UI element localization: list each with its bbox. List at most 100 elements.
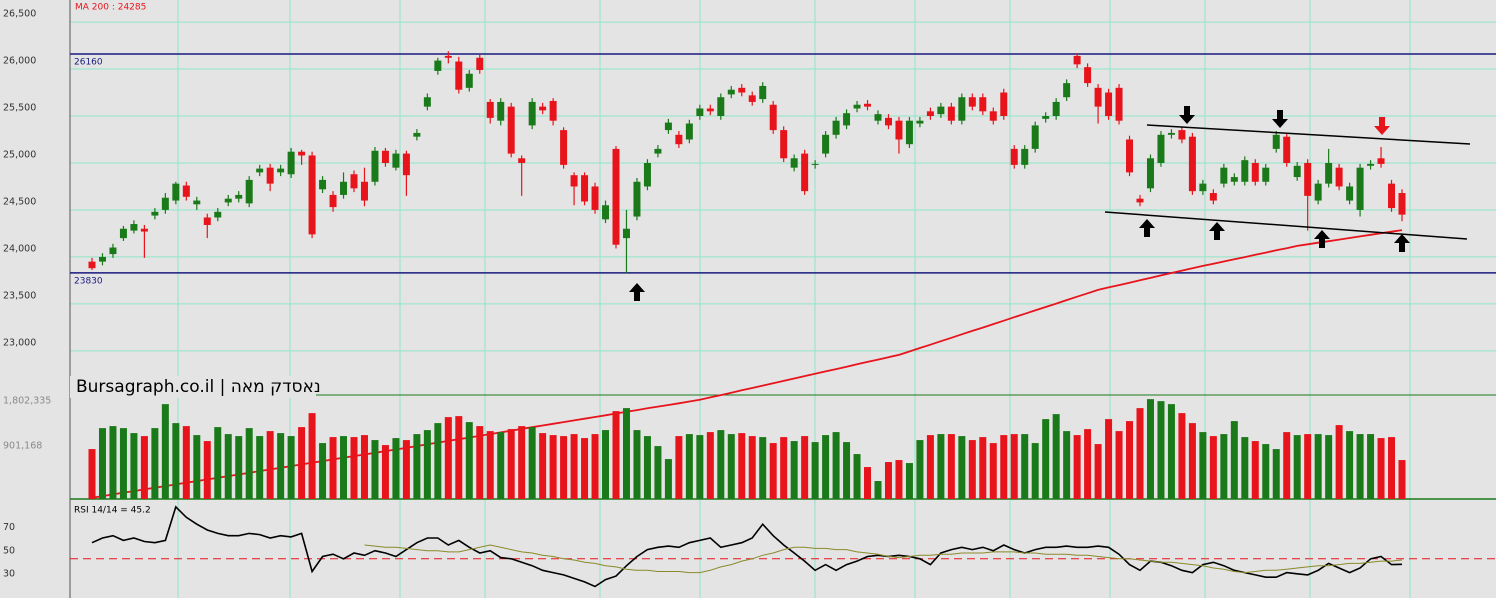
- candle-body: [1398, 193, 1406, 215]
- arrow: [1209, 222, 1225, 240]
- volume-bar: [602, 430, 610, 499]
- volume-bar: [140, 436, 148, 499]
- candle-body: [1063, 83, 1071, 98]
- volume-bar: [486, 431, 494, 499]
- volume-bar: [581, 438, 589, 499]
- volume-bar: [371, 440, 379, 499]
- volume-bar: [706, 432, 714, 499]
- y-tick-label: 24,500: [3, 196, 36, 207]
- candle-body: [402, 153, 410, 176]
- volume-bar: [738, 433, 746, 499]
- candle-body: [1136, 198, 1144, 203]
- trend-line: [1104, 211, 1468, 240]
- candle-body: [685, 123, 693, 140]
- volume-bar: [1084, 429, 1092, 499]
- volume-bar: [518, 426, 526, 499]
- candle-body: [1094, 87, 1102, 107]
- candle-body: [958, 97, 966, 121]
- volume-bar: [528, 427, 536, 499]
- volume-bar: [340, 436, 348, 499]
- candle-body: [119, 228, 127, 239]
- volume-bar: [1335, 425, 1343, 499]
- volume-bar: [853, 454, 861, 499]
- candle-body: [801, 153, 809, 192]
- candle-body: [864, 103, 872, 107]
- candle-body: [780, 130, 788, 159]
- volume-bar: [874, 481, 882, 499]
- candle-body: [203, 217, 211, 225]
- volume-bar: [1094, 444, 1102, 499]
- volume-bar: [780, 437, 788, 499]
- candle-body: [843, 113, 851, 126]
- volume-bar: [947, 434, 955, 499]
- volume-bar: [88, 449, 96, 499]
- candle-body: [633, 181, 641, 217]
- candle-body: [654, 148, 662, 154]
- candle-body: [675, 134, 683, 145]
- candle-body: [790, 158, 798, 168]
- volume-bar: [696, 435, 704, 499]
- volume-bar: [214, 427, 222, 499]
- candle-body: [1325, 162, 1333, 184]
- volume-bar: [958, 436, 966, 499]
- rsi-label: RSI 14/14 = 45.2: [74, 506, 151, 516]
- volume-bar: [413, 434, 421, 499]
- volume-bar: [717, 430, 725, 499]
- candle-body: [539, 106, 547, 111]
- chart-title: Bursagraph.co.il | נאסדק מאה: [76, 377, 321, 397]
- candle-body: [549, 100, 557, 121]
- candle-body: [486, 101, 494, 118]
- volume-bar: [193, 435, 201, 499]
- candle-body: [769, 104, 777, 131]
- candle-body: [1073, 55, 1081, 65]
- arrow: [1139, 219, 1155, 237]
- candle-body: [1167, 132, 1175, 135]
- volume-bar: [989, 443, 997, 499]
- candle-body: [1283, 136, 1291, 163]
- candle-body: [1356, 167, 1364, 210]
- candle-body: [926, 111, 934, 117]
- arrow: [1272, 110, 1288, 128]
- candle-body: [602, 205, 610, 220]
- volume-bar: [748, 436, 756, 499]
- volume-bar: [1115, 431, 1123, 499]
- volume-bar: [1293, 435, 1301, 499]
- volume-bar: [1105, 419, 1113, 499]
- volume-bar: [968, 440, 976, 499]
- title-box: [70, 376, 316, 398]
- volume-bar: [1000, 435, 1008, 499]
- volume-bar: [444, 417, 452, 499]
- candle-body: [822, 134, 830, 154]
- volume-bar: [643, 436, 651, 499]
- ma-label: MA 200 : 24285: [75, 3, 146, 13]
- candle-body: [1241, 160, 1249, 182]
- marks: [70, 51, 1496, 588]
- candle-body: [266, 167, 274, 184]
- candle-body: [811, 163, 819, 165]
- volume-bar: [1136, 408, 1144, 499]
- volume-bar: [675, 436, 683, 499]
- volume-bar: [560, 436, 568, 499]
- volume-bar: [622, 408, 630, 499]
- candle-body: [916, 120, 924, 124]
- candle-body: [1220, 167, 1228, 184]
- volume-bar: [937, 434, 945, 499]
- candle-body: [1272, 134, 1280, 149]
- arrow: [1394, 234, 1410, 252]
- volume-bar: [235, 436, 243, 499]
- volume-bar: [1042, 419, 1050, 499]
- candle-body: [968, 97, 976, 107]
- candle-body: [518, 158, 526, 163]
- volume-bar: [1021, 434, 1029, 499]
- candle-body: [853, 104, 861, 109]
- y-tick-label: 24,000: [3, 243, 36, 254]
- candle-body: [1262, 167, 1270, 182]
- volume-bar: [811, 442, 819, 499]
- volume-bar: [1262, 444, 1270, 499]
- candle-body: [413, 132, 421, 137]
- candle-body: [497, 101, 505, 121]
- arrow: [629, 283, 645, 301]
- candle-body: [591, 186, 599, 210]
- candle-body: [748, 95, 756, 102]
